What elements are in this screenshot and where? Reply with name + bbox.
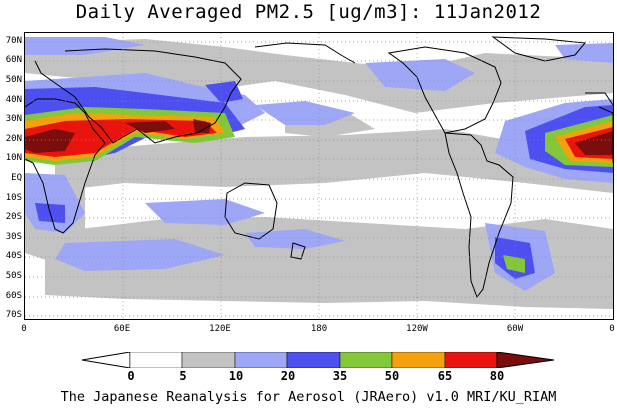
lon-label-180: 180	[310, 324, 328, 334]
colorbar-segment-10-20	[234, 352, 288, 368]
colorbar-segment-50-65	[391, 352, 446, 368]
lat-label-eq: EQ	[11, 173, 22, 183]
lon-label-60w: 60W	[506, 324, 524, 334]
colorbar-segment-35-50	[339, 352, 393, 368]
lat-label-10n: 10N	[5, 153, 22, 163]
lon-label-60e: 60E	[113, 324, 131, 334]
colorbar-arrow-low	[82, 352, 131, 368]
coastlines	[25, 36, 613, 299]
lon-label-0-west: 0	[21, 324, 27, 334]
lat-label-30n: 30N	[5, 114, 22, 124]
lat-label-70n: 70N	[5, 36, 22, 46]
colorbar-segment-65-80	[444, 352, 498, 368]
colorbar-label-65: 65	[437, 369, 453, 383]
pm25-level-80-plus	[25, 119, 613, 155]
lon-label-0-east: 0	[609, 324, 615, 334]
colorbar-label-80: 80	[489, 369, 505, 383]
pm25-map	[24, 32, 614, 320]
lat-label-50n: 50N	[5, 75, 22, 85]
lon-label-120w: 120W	[406, 324, 428, 334]
lat-label-70s: 70S	[5, 310, 22, 320]
lon-label-120e: 120E	[209, 324, 231, 334]
colorbar-label-35: 35	[332, 369, 348, 383]
colorbar-arrow-high	[496, 352, 554, 368]
lat-label-40n: 40N	[5, 95, 22, 105]
lat-label-40s: 40S	[5, 251, 22, 261]
colorbar-label-50: 50	[384, 369, 400, 383]
pm25-level-5-10	[25, 39, 613, 309]
chart-title: Daily Averaged PM2.5 [ug/m3]: 11Jan2012	[75, 1, 542, 23]
lat-label-20n: 20N	[5, 134, 22, 144]
colorbar-label-5: 5	[179, 369, 187, 383]
colorbar-label-10: 10	[228, 369, 244, 383]
lat-label-30s: 30S	[5, 232, 22, 242]
map-svg	[25, 33, 613, 319]
colorbar-segment-5-10	[181, 352, 236, 368]
lat-label-60s: 60S	[5, 291, 22, 301]
colorbar	[82, 352, 554, 368]
colorbar-segment-0-5	[129, 352, 183, 368]
lat-label-50s: 50S	[5, 271, 22, 281]
colorbar-segment-20-35	[286, 352, 341, 368]
lat-label-10s: 10S	[5, 193, 22, 203]
colorbar-label-0: 0	[127, 369, 135, 383]
lat-label-20s: 20S	[5, 212, 22, 222]
colorbar-label-20: 20	[280, 369, 296, 383]
lat-label-60n: 60N	[5, 55, 22, 65]
credit-line: The Japanese Reanalysis for Aerosol (JRA…	[60, 389, 557, 405]
